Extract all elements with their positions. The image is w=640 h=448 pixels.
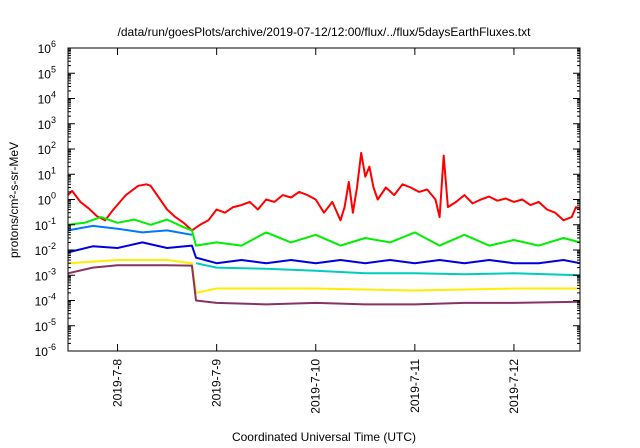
y-tick-label-5: 10-2 <box>35 241 56 258</box>
x-tick-label-1: 2019-7-8 <box>111 359 125 407</box>
x-tick-label-4: 2019-7-11 <box>408 359 422 413</box>
y-tick-label-6: 10-1 <box>35 216 56 233</box>
series-line-4 <box>67 241 581 265</box>
y-tick-label-11: 104 <box>38 90 56 107</box>
y-tick-label-8: 101 <box>38 165 56 182</box>
x-tick-label-5: 2019-7-12 <box>507 359 521 414</box>
series-line-2 <box>67 216 581 247</box>
chart-title: /data/run/goesPlots/archive/2019-07-12/1… <box>118 25 532 39</box>
series-line-6 <box>67 259 580 294</box>
y-tick-label-9: 102 <box>38 140 56 157</box>
y-tick-label-7: 100 <box>38 191 56 208</box>
y-tick-label-10: 103 <box>38 115 56 132</box>
series-line-7 <box>67 264 581 306</box>
series-line-1 <box>67 151 581 232</box>
axes-layer: 10-6 10-5 10-4 10-3 10-2 10-1 100 101 102 103 104 1… <box>35 39 580 414</box>
x-axis-label: Coordinated Universal Time (UTC) <box>232 430 416 444</box>
y-tick-label-1: 10-6 <box>35 342 56 359</box>
y-tick-label-3: 10-4 <box>35 292 56 309</box>
series-line-3 <box>67 224 193 236</box>
y-tick-label-13: 106 <box>38 39 56 56</box>
y-tick-label-12: 105 <box>38 64 56 81</box>
y-axis-label: protons/cm²-s-sr-MeV <box>7 142 21 258</box>
x-tick-label-2: 2019-7-9 <box>210 359 224 407</box>
y-tick-label-2: 10-5 <box>35 317 56 334</box>
series-layer <box>67 151 581 306</box>
series-line-5 <box>195 262 581 277</box>
x-tick-label-3: 2019-7-10 <box>309 359 323 414</box>
y-tick-label-4: 10-3 <box>35 266 56 283</box>
